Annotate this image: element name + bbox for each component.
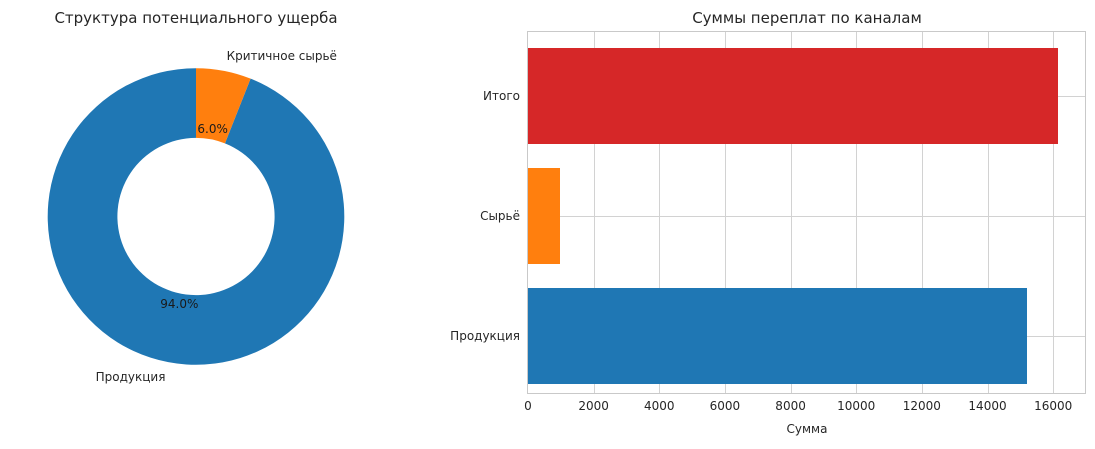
gridline-horizontal-1	[528, 216, 1085, 217]
x-tick-label-0: 0	[524, 399, 532, 413]
x-tick-label-3: 6000	[709, 399, 741, 413]
x-tick-label-8: 16000	[1034, 399, 1073, 413]
x-tick-label-2: 4000	[644, 399, 675, 413]
donut-chart	[47, 68, 345, 365]
pie-chart-title: Структура потенциального ущерба	[54, 9, 338, 27]
gridline-vertical-7	[987, 32, 989, 393]
y-tick-label-1: Сырьё	[480, 209, 520, 223]
pie-slice-0	[47, 68, 345, 365]
bar-plot-area	[527, 31, 1086, 394]
x-tick-label-5: 10000	[837, 399, 876, 413]
gridline-vertical-5	[856, 32, 858, 393]
pie-pct-label-0: 94.0%	[160, 296, 199, 311]
gridline-vertical-3	[724, 32, 726, 393]
pie-pct-label-1: 6.0%	[197, 122, 228, 137]
pie-slice-1	[196, 68, 251, 144]
y-tick-label-0: Итого	[483, 89, 520, 103]
gridline-vertical-2	[659, 32, 661, 393]
pie-slice-label-0: Продукция	[95, 369, 166, 384]
bar-2	[528, 288, 1027, 384]
x-tick-label-6: 12000	[902, 399, 941, 413]
pie-slice-label-1: Критичное сырьё	[226, 49, 337, 64]
bar-0	[528, 48, 1059, 144]
x-tick-label-1: 2000	[578, 399, 609, 413]
gridline-vertical-6	[921, 32, 923, 393]
x-tick-label-7: 14000	[968, 399, 1007, 413]
gridline-vertical-8	[1053, 32, 1055, 393]
bar-1	[528, 168, 560, 264]
gridline-vertical-1	[593, 32, 595, 393]
gridline-vertical-4	[790, 32, 792, 393]
bar-chart-title: Суммы переплат по каналам	[692, 9, 922, 27]
y-tick-label-2: Продукция	[450, 329, 520, 343]
x-axis-label: Сумма	[786, 422, 828, 436]
x-tick-label-4: 8000	[775, 399, 806, 413]
